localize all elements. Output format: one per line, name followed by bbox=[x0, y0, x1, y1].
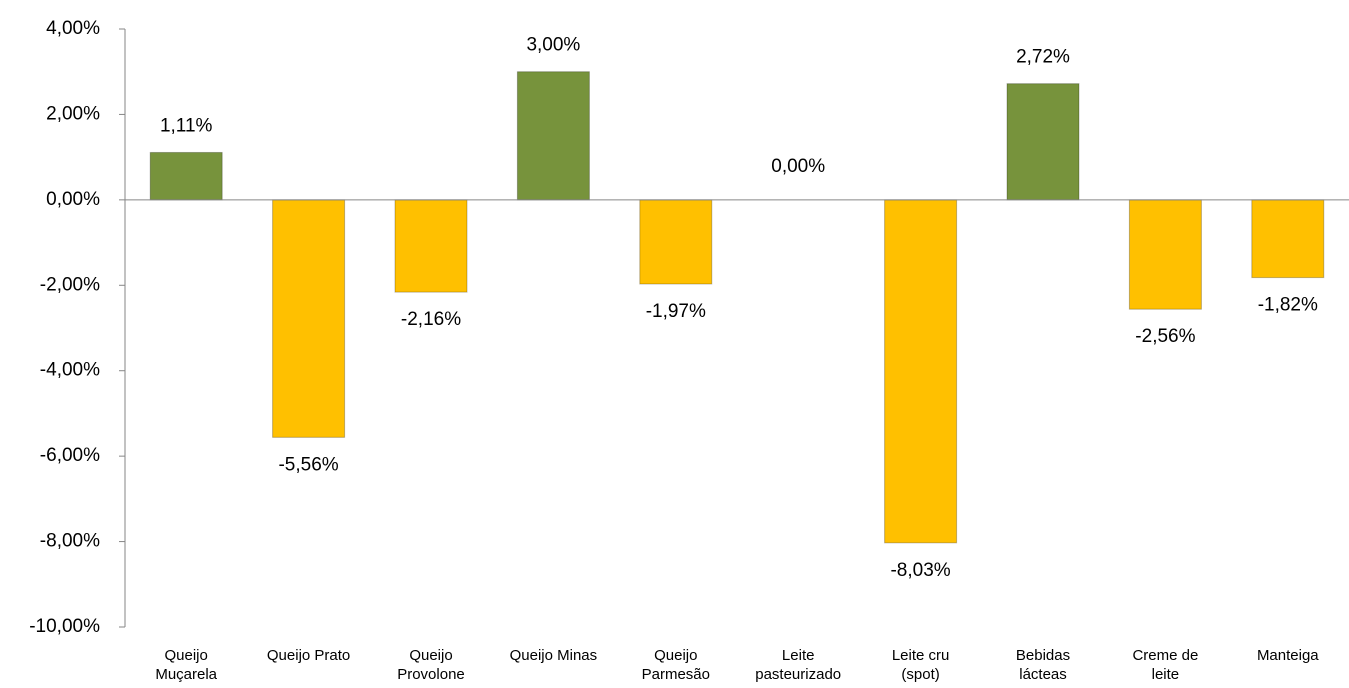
bar bbox=[272, 199, 346, 438]
bar bbox=[1128, 199, 1202, 310]
x-tick-label: Leite pasteurizado bbox=[755, 647, 842, 683]
data-label: 1,11% bbox=[160, 115, 213, 136]
x-tick-label: Leite cru (spot) bbox=[891, 647, 950, 683]
x-tick-label: Queijo Provolone bbox=[397, 647, 465, 683]
y-tick-label: -10,00% bbox=[29, 616, 100, 637]
data-label: -5,56% bbox=[278, 454, 338, 475]
x-tick-label: Queijo Minas bbox=[509, 647, 598, 664]
y-tick-label: 2,00% bbox=[46, 103, 100, 124]
data-label: -2,16% bbox=[401, 309, 461, 330]
data-label: -1,82% bbox=[1258, 295, 1318, 316]
y-tick-label: -8,00% bbox=[40, 531, 100, 552]
data-label: -2,56% bbox=[1135, 326, 1195, 347]
x-tick-label: Creme de leite bbox=[1132, 647, 1199, 683]
y-tick-label: -4,00% bbox=[40, 360, 100, 381]
data-label: -1,97% bbox=[646, 301, 706, 322]
bar bbox=[149, 151, 223, 201]
x-tick-label: Bebidas lácteas bbox=[1015, 647, 1071, 683]
bar bbox=[884, 199, 958, 544]
x-tick-label: Queijo Muçarela bbox=[155, 647, 218, 683]
x-tick-label: Manteiga bbox=[1256, 647, 1319, 664]
y-tick-label: 0,00% bbox=[46, 189, 100, 210]
y-tick-label: -6,00% bbox=[40, 445, 100, 466]
y-tick-label: -2,00% bbox=[40, 274, 100, 295]
y-tick-label: 4,00% bbox=[46, 18, 100, 39]
bar bbox=[1006, 83, 1080, 201]
x-tick-label: Queijo Parmesão bbox=[641, 647, 710, 683]
data-label: 2,72% bbox=[1016, 47, 1070, 68]
bar bbox=[394, 199, 468, 293]
bar bbox=[516, 71, 590, 201]
data-label: 0,00% bbox=[771, 156, 825, 177]
bar bbox=[639, 199, 713, 285]
data-label: 3,00% bbox=[526, 35, 580, 56]
x-tick-label: Queijo Prato bbox=[266, 647, 351, 664]
bar bbox=[1251, 199, 1325, 279]
data-label: -8,03% bbox=[890, 560, 950, 581]
